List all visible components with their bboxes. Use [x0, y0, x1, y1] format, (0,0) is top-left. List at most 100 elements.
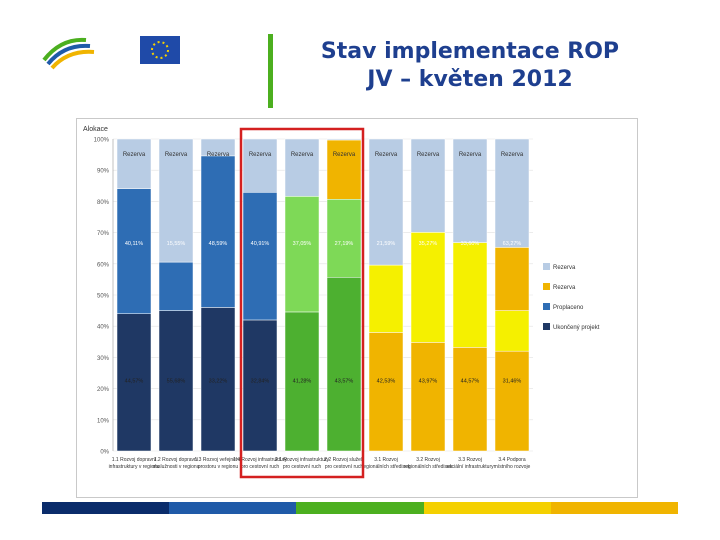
data-label: 40,91% — [251, 241, 270, 247]
bar-segment — [410, 342, 446, 452]
title-divider — [268, 34, 273, 108]
y-tick-label: 50% — [97, 294, 110, 300]
logo-svg — [42, 36, 180, 70]
logo-area — [36, 30, 186, 74]
eu-flag-icon — [140, 36, 180, 64]
bar-segment — [200, 307, 236, 452]
y-tick-label: 70% — [97, 231, 110, 237]
y-tick-label: 100% — [94, 138, 110, 144]
legend-swatch — [543, 283, 550, 290]
legend-swatch — [543, 263, 550, 270]
bar-segment — [116, 313, 152, 452]
footer-stripe-5 — [550, 502, 679, 514]
reserve-label: Rezerva — [501, 152, 524, 158]
x-category-label: obslužnosti v regionu — [153, 464, 200, 470]
bar-segment — [494, 247, 530, 311]
rop-logo-icon — [42, 37, 95, 70]
bar-segment — [200, 138, 236, 157]
bar-segment — [494, 350, 530, 452]
x-category-label: regionálních středisek — [362, 464, 411, 470]
bar-segment — [326, 139, 362, 200]
y-tick-label: 40% — [97, 325, 110, 331]
bar-segment — [284, 196, 320, 313]
footer-stripe-2 — [169, 502, 297, 514]
x-category-label: sociální infrastruktury — [446, 464, 494, 470]
x-category-label: 2.2 Rozvoj služeb — [324, 457, 364, 463]
data-label: 43,97% — [419, 378, 438, 384]
data-label: 44,57% — [125, 378, 144, 384]
bar-segment — [452, 242, 488, 348]
x-category-label: pro cestovní ruch — [283, 464, 322, 470]
highlight-box — [239, 127, 365, 479]
bar-segment — [494, 310, 530, 352]
x-category-label: 3.3 Rozvoj — [458, 457, 482, 463]
data-label: 33,60% — [461, 241, 480, 247]
data-label: 33,22% — [209, 378, 228, 384]
reserve-label: Rezerva — [291, 152, 314, 158]
bar-segment — [368, 332, 404, 452]
bar-segment — [158, 310, 194, 452]
bar-segment — [284, 138, 320, 197]
data-label: 35,27% — [419, 241, 438, 247]
footer-stripe-4 — [423, 502, 551, 514]
stacked-bar-chart: Alokace 0% 10% 20% 30% 40% 50% 60% 70% 80% 90% 100%… — [83, 126, 600, 479]
title-line-2: JV – květen 2012 — [367, 67, 573, 92]
x-category-label: 3.2 Rozvoj — [416, 457, 440, 463]
x-category-label: pro cestovní ruch — [241, 464, 280, 470]
x-category-label: 3.4 Podpora — [498, 457, 525, 463]
y-tick-label: 10% — [97, 418, 110, 424]
y-tick-label: 0% — [100, 450, 109, 456]
x-category-label: prostoru v regionu — [198, 464, 239, 470]
bar-segment — [452, 138, 488, 243]
bar-segment — [242, 192, 278, 321]
bar-segment — [116, 138, 152, 189]
bar-segment — [326, 199, 362, 278]
data-label: 31,46% — [503, 378, 522, 384]
bar-segment — [200, 155, 236, 308]
y-tick-label: 20% — [97, 387, 110, 393]
y-tick-label: 90% — [97, 169, 110, 175]
data-label: 43,57% — [335, 378, 354, 384]
bar-segment — [410, 232, 446, 343]
x-category-label: pro cestovní ruch — [325, 464, 364, 470]
title-line-1: Stav implementace ROP — [320, 39, 620, 64]
bar-segment — [242, 319, 278, 452]
bar-segment — [494, 138, 530, 248]
bar-segment — [158, 138, 194, 263]
reserve-label: Rezerva — [333, 152, 356, 158]
x-category-label: regionálních středisek — [404, 464, 453, 470]
legend-label: Proplaceno — [553, 305, 584, 311]
data-label: 42,53% — [377, 378, 396, 384]
bar-segment — [284, 311, 320, 452]
legend-swatch — [543, 323, 550, 330]
footer-band — [42, 502, 679, 514]
reserve-label: Rezerva — [207, 152, 230, 158]
data-label: 44,57% — [461, 378, 480, 384]
data-label: 55,68% — [167, 378, 186, 384]
x-category-label: 1.2 Rozvoj dopravní — [154, 457, 199, 463]
data-label: 40,11% — [125, 241, 143, 247]
y-tick-label: 60% — [97, 262, 110, 268]
legend-label: Rezerva — [553, 285, 576, 291]
x-category-label: místního rozvoje — [494, 464, 531, 470]
reserve-label: Rezerva — [417, 152, 440, 158]
y-tick-label: 30% — [97, 356, 110, 362]
bar-segment — [242, 138, 278, 193]
bar-segment — [116, 188, 152, 314]
data-label: 48,59% — [209, 241, 228, 247]
data-label: 27,19% — [335, 241, 354, 247]
data-label: 41,28% — [293, 378, 312, 384]
x-category-label: 2.1 Rozvoj infrastruktury — [275, 457, 329, 463]
legend-label: Rezerva — [553, 265, 576, 271]
x-category-label: 3.1 Rozvoj — [374, 457, 398, 463]
footer-stripe-3 — [296, 502, 424, 514]
chart-frame: Alokace 0% 10% 20% 30% 40% 50% 60% 70% 80% 90% 100%… — [76, 118, 638, 498]
data-label: 21,59% — [377, 241, 396, 247]
reserve-label: Rezerva — [165, 152, 188, 158]
x-category-label: 1.4 Rozvoj infrastruktury — [233, 457, 287, 463]
reserve-label: Rezerva — [123, 152, 146, 158]
data-label: 37,05% — [293, 241, 312, 247]
legend-swatch — [543, 303, 550, 310]
page-title: Stav implementace ROP JV – květen 2012 — [285, 38, 655, 94]
x-category-label: 1.1 Rozvoj dopravní — [112, 457, 157, 463]
